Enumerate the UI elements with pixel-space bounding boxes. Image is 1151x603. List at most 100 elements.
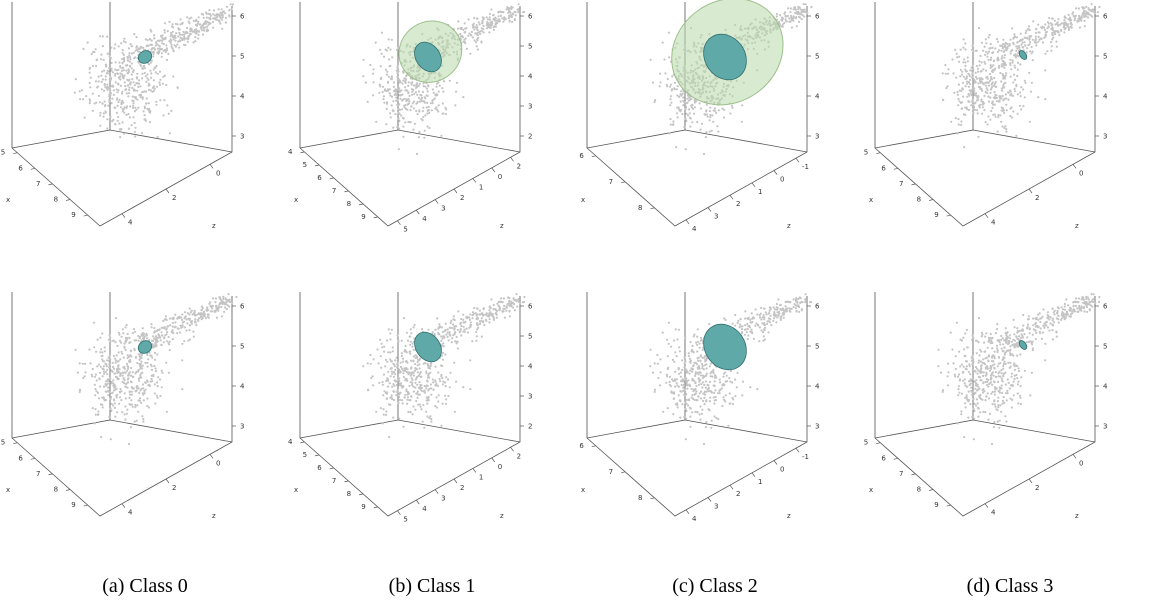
point [801,18,803,20]
point [115,81,117,83]
point [445,403,447,405]
point [382,408,384,410]
point [121,372,123,374]
point [481,336,483,338]
point [713,384,715,386]
point [492,14,494,16]
point [404,397,406,399]
point [662,411,664,413]
point [988,59,990,61]
point [405,388,407,390]
point [666,375,668,377]
point [95,65,97,67]
point [181,319,183,321]
point [161,52,163,54]
point [413,326,415,328]
tick-label: 3 [441,205,445,213]
point [79,389,81,391]
point [691,345,693,347]
point [1014,90,1016,92]
point [995,86,997,88]
tick-mark [730,195,733,199]
point [369,64,371,66]
point [188,313,190,315]
point [979,104,981,106]
point [710,427,712,429]
point [120,342,122,344]
point [119,136,121,138]
point [489,16,491,18]
point [473,307,475,309]
point [464,22,466,24]
point [428,112,430,114]
point [98,397,100,399]
point [473,39,475,41]
point [453,362,455,364]
point [470,34,472,36]
point [120,399,122,401]
point [119,99,121,101]
point [448,339,450,341]
point [220,12,222,14]
point [372,94,374,96]
point [951,58,953,60]
point [100,58,102,60]
point [84,117,86,119]
point [145,335,147,337]
point [123,112,125,114]
point [161,386,163,388]
point [415,400,417,402]
point [670,385,672,387]
point [165,329,167,331]
point [137,387,139,389]
point [764,338,766,340]
point [1080,20,1082,22]
point [131,87,133,89]
point [162,83,164,85]
point [455,381,457,383]
point [394,359,396,361]
point [686,403,688,405]
point [482,21,484,23]
point [453,315,455,317]
point [654,391,656,393]
tick-label: 4 [692,225,697,233]
point [476,45,478,47]
tick-label: 8 [638,494,642,502]
point [986,87,988,89]
point [145,81,147,83]
point [782,26,784,28]
point [395,93,397,95]
point [964,68,966,70]
point [984,82,986,84]
point [986,81,988,83]
point [685,418,687,420]
tick-mark [374,217,378,218]
point [398,103,400,105]
point [462,96,464,98]
point [1060,30,1062,32]
point [401,399,403,401]
point [679,93,681,95]
point [389,88,391,90]
point [165,44,167,46]
point [202,34,204,36]
point [1010,39,1012,41]
point [401,368,403,370]
point [654,389,656,391]
point [691,104,693,106]
point [156,397,158,399]
point [184,326,186,328]
point [104,350,106,352]
point [114,341,116,343]
point [1009,64,1011,66]
point [983,83,985,85]
point [154,331,156,333]
point [988,84,990,86]
point [1019,105,1021,107]
point [208,314,210,316]
point [102,35,104,37]
point [457,28,459,30]
point [119,65,121,67]
point [677,406,679,408]
